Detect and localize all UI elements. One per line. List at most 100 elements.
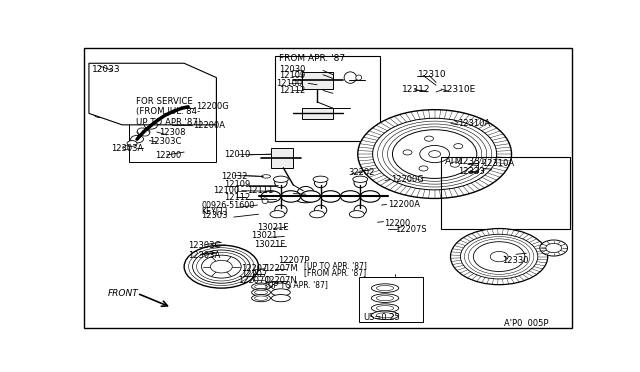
Ellipse shape bbox=[152, 116, 164, 124]
Text: 12200G: 12200G bbox=[196, 102, 229, 111]
Polygon shape bbox=[89, 63, 216, 125]
Ellipse shape bbox=[371, 311, 399, 320]
Text: 12111: 12111 bbox=[247, 186, 273, 195]
Ellipse shape bbox=[150, 68, 163, 81]
Ellipse shape bbox=[106, 91, 118, 105]
Text: [UP TO APR. '87]: [UP TO APR. '87] bbox=[304, 261, 367, 270]
Ellipse shape bbox=[106, 104, 118, 118]
Text: 12032: 12032 bbox=[221, 172, 248, 181]
Ellipse shape bbox=[310, 211, 324, 218]
Ellipse shape bbox=[371, 294, 399, 302]
Text: 13021E: 13021E bbox=[257, 223, 289, 232]
Text: 12207Q: 12207Q bbox=[237, 276, 271, 285]
Ellipse shape bbox=[108, 70, 116, 79]
Ellipse shape bbox=[371, 304, 399, 312]
Ellipse shape bbox=[92, 104, 106, 118]
Circle shape bbox=[301, 191, 321, 202]
Circle shape bbox=[281, 191, 301, 202]
Circle shape bbox=[360, 191, 380, 202]
Circle shape bbox=[261, 191, 281, 202]
Ellipse shape bbox=[121, 91, 134, 105]
Text: 12010: 12010 bbox=[224, 150, 250, 160]
Ellipse shape bbox=[262, 175, 271, 178]
Text: 13021: 13021 bbox=[251, 231, 278, 240]
Ellipse shape bbox=[270, 211, 285, 218]
Ellipse shape bbox=[123, 93, 132, 102]
Ellipse shape bbox=[273, 176, 288, 182]
Text: [FROM APR. '87]: [FROM APR. '87] bbox=[304, 268, 366, 277]
Text: 12200A: 12200A bbox=[193, 121, 225, 130]
Ellipse shape bbox=[252, 283, 271, 290]
Circle shape bbox=[358, 110, 511, 198]
Bar bbox=[275, 55, 380, 141]
Circle shape bbox=[474, 242, 525, 272]
Text: 12200: 12200 bbox=[385, 219, 411, 228]
Text: 12207N: 12207N bbox=[264, 276, 297, 285]
Ellipse shape bbox=[275, 178, 287, 188]
Text: 12303A: 12303A bbox=[188, 251, 220, 260]
Circle shape bbox=[419, 166, 428, 171]
Ellipse shape bbox=[314, 178, 327, 188]
Ellipse shape bbox=[252, 289, 271, 296]
Ellipse shape bbox=[121, 79, 134, 93]
Bar bbox=[441, 157, 570, 230]
Text: 12303C: 12303C bbox=[188, 241, 221, 250]
Text: FROM APR. '87: FROM APR. '87 bbox=[280, 54, 346, 64]
Circle shape bbox=[168, 108, 180, 115]
Text: 12030: 12030 bbox=[280, 65, 306, 74]
Ellipse shape bbox=[255, 285, 268, 289]
Ellipse shape bbox=[108, 93, 116, 102]
Ellipse shape bbox=[313, 176, 328, 182]
Text: 12112: 12112 bbox=[280, 86, 306, 95]
Text: FOR SERVICE
(FROM JUL.'84-
UP TO APR.'87): FOR SERVICE (FROM JUL.'84- UP TO APR.'87… bbox=[136, 97, 201, 127]
Ellipse shape bbox=[356, 75, 362, 80]
Ellipse shape bbox=[376, 305, 394, 311]
Text: 12100: 12100 bbox=[276, 79, 303, 88]
Circle shape bbox=[372, 118, 497, 190]
Circle shape bbox=[451, 162, 460, 167]
Circle shape bbox=[451, 228, 548, 285]
Circle shape bbox=[175, 105, 188, 112]
Text: 12207S: 12207S bbox=[395, 225, 427, 234]
Ellipse shape bbox=[354, 205, 367, 215]
Bar bbox=[129, 78, 216, 162]
Circle shape bbox=[490, 251, 508, 262]
Text: [UP TO APR. '87]: [UP TO APR. '87] bbox=[264, 280, 328, 289]
Text: 12207P: 12207P bbox=[278, 256, 310, 265]
Text: 12303C: 12303C bbox=[150, 137, 182, 146]
Circle shape bbox=[429, 151, 440, 157]
Text: —: — bbox=[259, 266, 266, 272]
Text: 12207: 12207 bbox=[241, 264, 268, 273]
Circle shape bbox=[202, 255, 241, 278]
Ellipse shape bbox=[297, 197, 314, 203]
Text: 13021F: 13021F bbox=[253, 240, 285, 249]
Circle shape bbox=[145, 122, 157, 129]
Ellipse shape bbox=[271, 283, 291, 290]
Circle shape bbox=[184, 245, 259, 288]
Ellipse shape bbox=[152, 70, 161, 79]
Text: A'P0  005P: A'P0 005P bbox=[504, 320, 548, 328]
Ellipse shape bbox=[344, 72, 356, 83]
Ellipse shape bbox=[138, 70, 147, 79]
Circle shape bbox=[193, 250, 250, 283]
Ellipse shape bbox=[376, 296, 394, 301]
Ellipse shape bbox=[255, 296, 268, 300]
Circle shape bbox=[152, 116, 165, 124]
Text: 12303A: 12303A bbox=[111, 144, 143, 153]
Circle shape bbox=[127, 141, 137, 146]
Text: 12200G: 12200G bbox=[392, 175, 424, 184]
Ellipse shape bbox=[136, 68, 148, 81]
Ellipse shape bbox=[138, 93, 147, 102]
Ellipse shape bbox=[354, 178, 367, 188]
Bar bbox=[271, 148, 293, 168]
Ellipse shape bbox=[94, 106, 103, 115]
Ellipse shape bbox=[152, 93, 161, 102]
Text: 12310A: 12310A bbox=[458, 119, 490, 128]
Ellipse shape bbox=[138, 128, 150, 136]
Text: 12308: 12308 bbox=[159, 128, 186, 137]
Ellipse shape bbox=[106, 68, 118, 81]
Circle shape bbox=[340, 191, 360, 202]
Text: 12207: 12207 bbox=[241, 270, 268, 279]
Ellipse shape bbox=[376, 286, 394, 291]
Ellipse shape bbox=[371, 284, 399, 292]
